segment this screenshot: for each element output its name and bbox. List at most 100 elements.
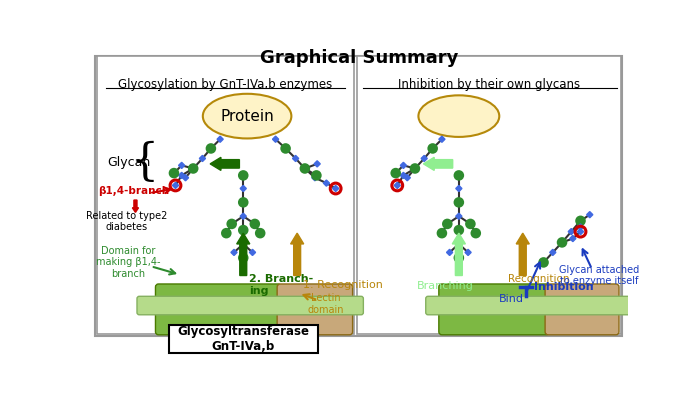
Circle shape (576, 216, 584, 225)
Circle shape (222, 229, 230, 237)
Text: Lectin
domain: Lectin domain (307, 293, 344, 315)
FancyBboxPatch shape (426, 296, 657, 315)
Circle shape (189, 164, 197, 173)
Text: Glycosylation by GnT-IVa,b enzymes: Glycosylation by GnT-IVa,b enzymes (118, 78, 332, 91)
FancyArrow shape (452, 233, 466, 276)
FancyArrow shape (237, 233, 250, 276)
FancyBboxPatch shape (137, 296, 363, 315)
Text: Graphical Summary: Graphical Summary (260, 50, 458, 67)
Circle shape (472, 229, 480, 237)
Circle shape (239, 226, 248, 234)
Circle shape (454, 226, 463, 234)
FancyBboxPatch shape (545, 284, 619, 335)
Polygon shape (172, 182, 178, 189)
Polygon shape (332, 185, 339, 191)
Polygon shape (578, 224, 584, 230)
Text: 2. Branch-
ing: 2. Branch- ing (248, 274, 313, 295)
Text: Related to type2
diabetes: Related to type2 diabetes (85, 211, 167, 233)
Polygon shape (550, 249, 556, 256)
FancyArrow shape (210, 157, 239, 170)
Polygon shape (231, 249, 237, 256)
Polygon shape (314, 161, 321, 167)
Polygon shape (465, 249, 471, 256)
Polygon shape (400, 172, 407, 179)
Polygon shape (323, 180, 330, 186)
Polygon shape (439, 136, 445, 142)
Circle shape (539, 258, 548, 267)
Polygon shape (578, 229, 584, 235)
FancyBboxPatch shape (155, 284, 281, 335)
Polygon shape (570, 235, 576, 242)
Circle shape (438, 229, 446, 237)
Circle shape (169, 169, 178, 177)
Text: β1,4-branch: β1,4-branch (98, 186, 169, 196)
Text: Glycan: Glycan (108, 156, 151, 169)
Polygon shape (240, 185, 246, 191)
Circle shape (312, 171, 321, 180)
Circle shape (281, 144, 290, 153)
Circle shape (251, 220, 259, 228)
Polygon shape (456, 213, 462, 219)
Polygon shape (240, 241, 246, 247)
Polygon shape (568, 229, 574, 235)
Text: 1. Recognition: 1. Recognition (302, 280, 382, 290)
Circle shape (239, 198, 248, 207)
Polygon shape (183, 174, 188, 181)
FancyBboxPatch shape (357, 56, 621, 334)
Text: Recognition: Recognition (508, 274, 570, 285)
Polygon shape (178, 172, 185, 179)
Polygon shape (240, 268, 246, 275)
Polygon shape (404, 174, 410, 181)
FancyBboxPatch shape (95, 56, 622, 336)
Polygon shape (293, 156, 299, 162)
Polygon shape (400, 162, 407, 168)
Circle shape (428, 144, 437, 153)
Text: Inhibition: Inhibition (534, 282, 594, 292)
FancyBboxPatch shape (277, 284, 353, 335)
Circle shape (454, 253, 463, 262)
Polygon shape (240, 213, 246, 219)
Polygon shape (199, 156, 206, 162)
Polygon shape (456, 185, 462, 191)
Circle shape (300, 164, 309, 173)
Circle shape (239, 253, 248, 262)
Circle shape (443, 220, 452, 228)
Polygon shape (456, 268, 462, 275)
Text: {: { (131, 141, 159, 184)
Polygon shape (587, 212, 593, 218)
Text: Bind: Bind (498, 294, 524, 303)
Text: Protein: Protein (220, 109, 274, 124)
FancyArrow shape (290, 233, 304, 276)
FancyBboxPatch shape (169, 325, 318, 353)
Text: Branching: Branching (416, 280, 473, 291)
Circle shape (239, 171, 248, 180)
Polygon shape (272, 136, 279, 142)
Polygon shape (447, 249, 453, 256)
Circle shape (228, 220, 236, 228)
Polygon shape (394, 182, 400, 189)
Polygon shape (421, 156, 427, 162)
Circle shape (454, 198, 463, 207)
Circle shape (256, 229, 265, 237)
Polygon shape (249, 249, 256, 256)
FancyArrow shape (132, 200, 139, 212)
Circle shape (466, 220, 475, 228)
Circle shape (558, 238, 566, 247)
Polygon shape (456, 241, 462, 247)
Polygon shape (312, 174, 318, 181)
Text: Glycan attached
to enzyme itself: Glycan attached to enzyme itself (559, 265, 639, 286)
Circle shape (454, 171, 463, 180)
Text: Glycosyltransferase
GnT-IVa,b: Glycosyltransferase GnT-IVa,b (177, 325, 309, 353)
Ellipse shape (419, 96, 499, 137)
Ellipse shape (203, 94, 291, 139)
Circle shape (206, 144, 215, 153)
FancyBboxPatch shape (97, 56, 354, 334)
FancyArrow shape (424, 157, 453, 170)
Polygon shape (178, 162, 185, 168)
Text: Domain for
making β1,4-
branch: Domain for making β1,4- branch (95, 246, 160, 279)
FancyArrow shape (516, 233, 529, 276)
Polygon shape (217, 136, 223, 142)
FancyBboxPatch shape (439, 284, 549, 335)
Circle shape (411, 164, 419, 173)
Circle shape (391, 169, 400, 177)
